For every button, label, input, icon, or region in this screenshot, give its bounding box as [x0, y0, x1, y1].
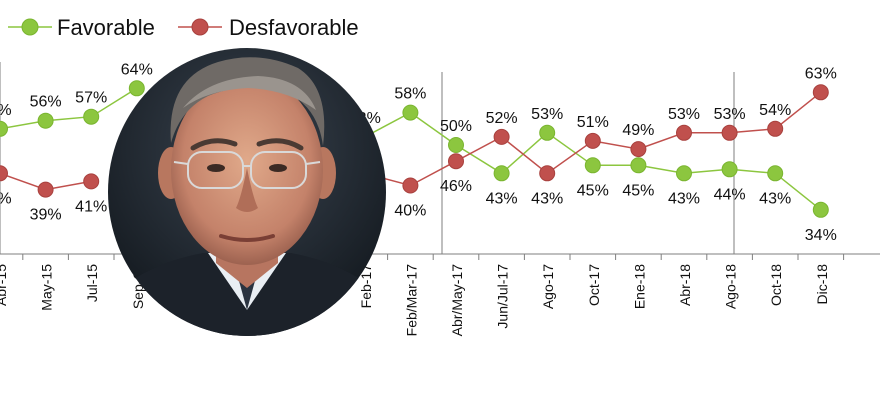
data-label-desfavorable: 39%: [30, 207, 62, 224]
data-point-desfavorable: [402, 177, 419, 194]
x-tick-label: Ene-18: [631, 264, 647, 309]
data-label-desfavorable: 49%: [622, 122, 654, 139]
data-point-desfavorable: [0, 165, 8, 182]
legend-desfavorable-label: Desfavorable: [229, 15, 359, 40]
data-label-favorable: 50%: [440, 118, 472, 135]
data-label-desfavorable: 51%: [577, 114, 609, 131]
legend-favorable-marker: [21, 18, 39, 36]
x-tick-label: Feb-17: [358, 264, 374, 309]
data-point-favorable: [402, 104, 419, 121]
data-label-favorable: 4%: [0, 102, 12, 119]
data-label-desfavorable: 63%: [805, 65, 837, 82]
x-tick-label: May-15: [39, 264, 55, 311]
data-point-desfavorable: [448, 153, 464, 170]
data-label-desfavorable: 40%: [394, 203, 426, 220]
data-label-favorable: 44%: [714, 186, 746, 203]
x-tick-label: Abr/May-17: [449, 264, 465, 337]
data-point-desfavorable: [630, 141, 647, 158]
data-point-favorable: [584, 157, 601, 174]
portrait-photo: [108, 48, 386, 336]
data-point-favorable: [448, 137, 464, 153]
data-point-favorable: [767, 165, 784, 182]
data-label-desfavorable: 3%: [0, 190, 12, 207]
legend-favorable-label: Favorable: [57, 15, 155, 40]
data-point-favorable: [0, 120, 8, 137]
legend: Favorable Desfavorable: [8, 15, 359, 40]
data-point-desfavorable: [37, 181, 54, 198]
data-label-desfavorable: 52%: [486, 110, 518, 127]
data-point-favorable: [83, 108, 100, 125]
x-tick-label: Oct-17: [586, 264, 602, 306]
x-tick-label: Oct-18: [768, 264, 784, 306]
x-tick-label: Feb/Mar-17: [403, 264, 419, 337]
data-point-favorable: [128, 80, 145, 97]
data-point-favorable: [630, 157, 647, 174]
data-point-desfavorable: [584, 132, 601, 149]
data-label-favorable: 58%: [394, 86, 426, 103]
data-label-favorable: 43%: [759, 190, 791, 207]
data-label-favorable: 34%: [805, 227, 837, 244]
data-point-desfavorable: [721, 124, 738, 141]
data-label-desfavorable: 46%: [440, 178, 472, 195]
x-tick-label: Abr-18: [677, 264, 693, 306]
data-label-favorable: 43%: [668, 190, 700, 207]
x-tick-label: Abr-15: [0, 264, 9, 306]
data-point-favorable: [676, 165, 692, 182]
data-point-desfavorable: [539, 165, 556, 182]
x-tick-label: Dic-18: [814, 264, 830, 305]
x-tick-label: Jun/Jul-17: [495, 264, 511, 329]
data-point-favorable: [721, 161, 738, 178]
x-tick-labels: Abr-15May-15Jul-15Sep-15Dic-16Feb-17Feb/…: [0, 264, 830, 337]
data-point-desfavorable: [812, 84, 829, 101]
data-label-desfavorable: 53%: [668, 106, 700, 123]
data-point-desfavorable: [767, 120, 784, 137]
data-label-desfavorable: 41%: [75, 198, 107, 215]
x-tick-label: Ago-18: [723, 264, 739, 309]
data-point-desfavorable: [83, 173, 100, 190]
data-label-favorable: 45%: [577, 182, 609, 199]
data-label-favorable: 45%: [622, 182, 654, 199]
data-label-desfavorable: 43%: [531, 190, 563, 207]
data-point-desfavorable: [676, 124, 692, 141]
legend-desfavorable-marker: [191, 18, 209, 36]
series-line-favorable: [0, 87, 138, 130]
data-label-favorable: 57%: [75, 90, 107, 107]
data-point-favorable: [37, 112, 54, 129]
data-point-favorable: [812, 201, 829, 218]
data-label-favorable: 56%: [30, 94, 62, 111]
data-label-favorable: 43%: [486, 190, 518, 207]
x-tick-label: Jul-15: [84, 264, 100, 302]
x-tick-label: Ago-17: [540, 264, 556, 309]
data-point-desfavorable: [493, 128, 510, 145]
data-point-favorable: [493, 165, 510, 182]
data-label-desfavorable: 54%: [759, 102, 791, 119]
data-point-favorable: [539, 124, 556, 141]
data-label-favorable: 64%: [121, 61, 153, 78]
data-label-favorable: 53%: [531, 106, 563, 123]
data-label-desfavorable: 53%: [714, 106, 746, 123]
